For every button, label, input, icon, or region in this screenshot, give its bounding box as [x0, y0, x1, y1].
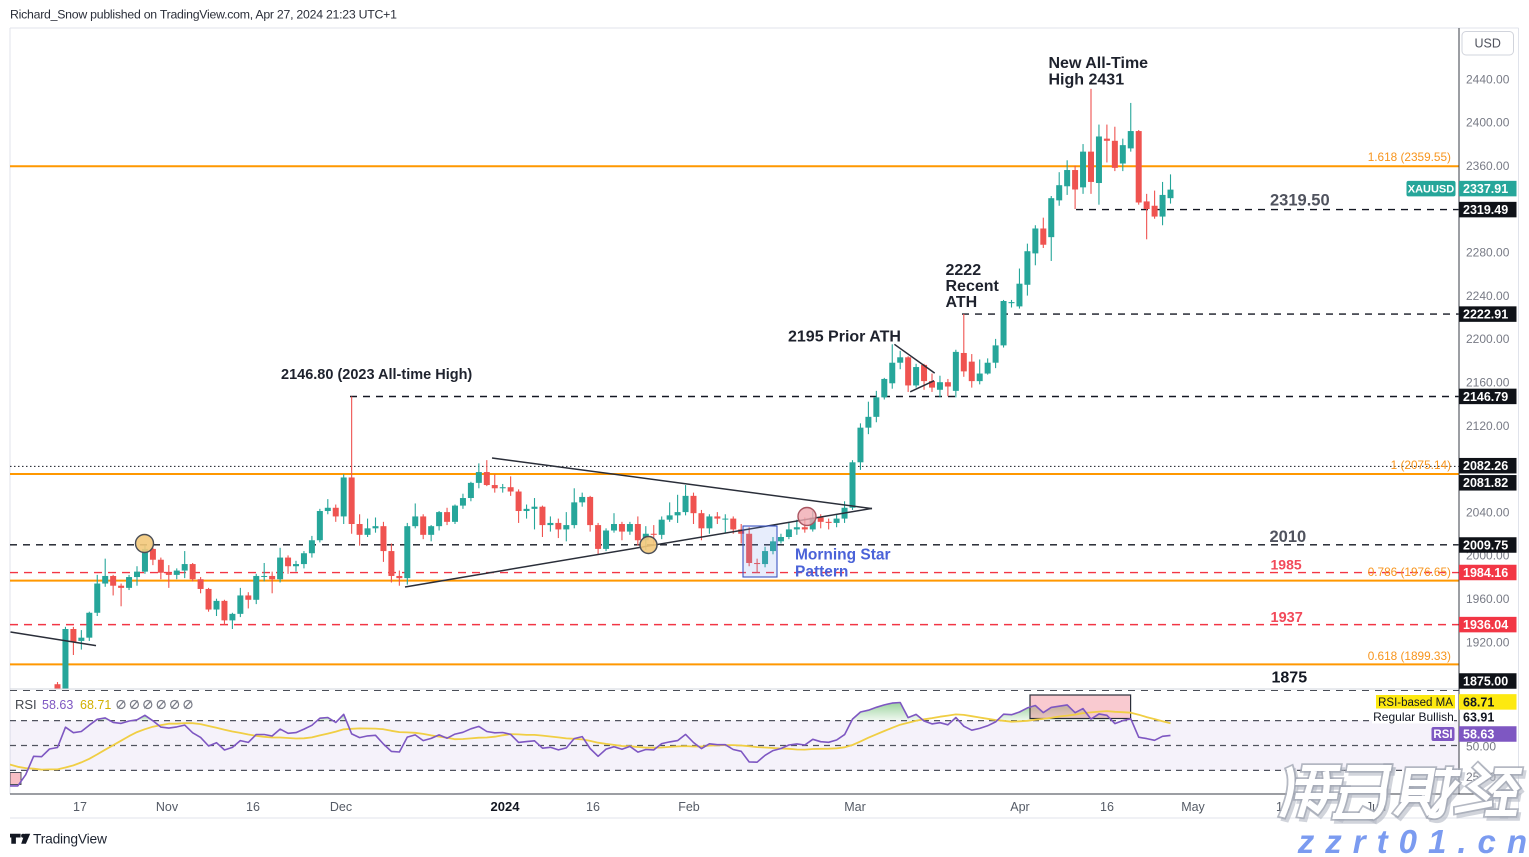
svg-text:1960.00: 1960.00 [1466, 592, 1510, 606]
svg-text:2146.79: 2146.79 [1463, 390, 1508, 404]
svg-text:58.63: 58.63 [1463, 727, 1494, 741]
svg-text:0.618 (1899.33): 0.618 (1899.33) [1368, 649, 1451, 663]
svg-text:2082.26: 2082.26 [1463, 459, 1508, 473]
svg-text:May: May [1181, 800, 1205, 814]
svg-text:2160.00: 2160.00 [1466, 376, 1510, 390]
svg-text:2222.91: 2222.91 [1463, 308, 1508, 322]
svg-text:2009.75: 2009.75 [1463, 538, 1508, 552]
svg-text:0.786 (1976.65): 0.786 (1976.65) [1368, 565, 1451, 579]
svg-text:New All-Time: New All-Time [1049, 55, 1149, 72]
svg-text:1985: 1985 [1271, 556, 1302, 572]
svg-text:RSI: RSI [1433, 729, 1452, 741]
svg-text:2146.80 (2023 All-time High): 2146.80 (2023 All-time High) [281, 367, 472, 383]
svg-text:68.71: 68.71 [80, 698, 111, 712]
svg-text:2200.00: 2200.00 [1466, 332, 1510, 346]
svg-text:Morning Star: Morning Star [795, 547, 891, 564]
svg-text:2360.00: 2360.00 [1466, 159, 1510, 173]
svg-text:RSI-based MA: RSI-based MA [1378, 697, 1453, 709]
svg-text:Dec: Dec [330, 800, 352, 814]
svg-text:1920.00: 1920.00 [1466, 635, 1510, 649]
svg-text:Nov: Nov [156, 800, 179, 814]
svg-text:58.63: 58.63 [42, 698, 73, 712]
svg-text:1936.04: 1936.04 [1463, 618, 1508, 632]
svg-text:Regular Bullish: Regular Bullish [1373, 710, 1454, 724]
svg-text:XAUUSD: XAUUSD [1408, 184, 1455, 196]
svg-text:2440.00: 2440.00 [1466, 72, 1510, 86]
svg-text:ATH: ATH [946, 294, 978, 311]
svg-text:2280.00: 2280.00 [1466, 246, 1510, 260]
svg-text:2081.82: 2081.82 [1463, 476, 1508, 490]
svg-text:Mar: Mar [844, 800, 866, 814]
svg-text:2400.00: 2400.00 [1466, 116, 1510, 130]
svg-text:50.00: 50.00 [1466, 739, 1496, 753]
svg-text:2120.00: 2120.00 [1466, 419, 1510, 433]
svg-text:1 (2075.14): 1 (2075.14) [1391, 458, 1451, 472]
svg-text:17: 17 [73, 800, 87, 814]
svg-text:63.91: 63.91 [1463, 710, 1494, 724]
svg-text:2010: 2010 [1270, 528, 1307, 546]
svg-text:68.71: 68.71 [1463, 695, 1494, 709]
svg-text:Pattern: Pattern [795, 564, 848, 581]
svg-text:2319.50: 2319.50 [1270, 192, 1330, 210]
svg-text:1.618 (2359.55): 1.618 (2359.55) [1368, 150, 1451, 164]
svg-text:Richard_Snow published on Trad: Richard_Snow published on TradingView.co… [10, 8, 397, 22]
svg-text:1937: 1937 [1271, 610, 1303, 626]
svg-text:RSI: RSI [15, 697, 37, 712]
svg-text:2024: 2024 [491, 799, 521, 814]
svg-text:Feb: Feb [678, 800, 700, 814]
svg-text:USD: USD [1474, 37, 1500, 51]
svg-text:2040.00: 2040.00 [1466, 505, 1510, 519]
svg-text:2240.00: 2240.00 [1466, 289, 1510, 303]
svg-text:1875.00: 1875.00 [1463, 674, 1508, 688]
svg-text:16: 16 [1100, 800, 1114, 814]
svg-text:High 2431: High 2431 [1049, 72, 1125, 89]
svg-text:TradingView: TradingView [33, 832, 107, 847]
svg-text:16: 16 [246, 800, 260, 814]
svg-text:Apr: Apr [1010, 800, 1029, 814]
svg-text:2222: 2222 [946, 262, 982, 279]
svg-text:2319.49: 2319.49 [1463, 203, 1508, 217]
svg-text:1984.16: 1984.16 [1463, 566, 1508, 580]
svg-text:1875: 1875 [1272, 670, 1308, 687]
svg-text:2337.91: 2337.91 [1463, 182, 1508, 196]
svg-text:Recent: Recent [946, 278, 1000, 295]
svg-text:zzrt01.cn: zzrt01.cn [1297, 823, 1529, 857]
svg-text:16: 16 [586, 800, 600, 814]
svg-text:2195 Prior ATH: 2195 Prior ATH [788, 329, 901, 346]
